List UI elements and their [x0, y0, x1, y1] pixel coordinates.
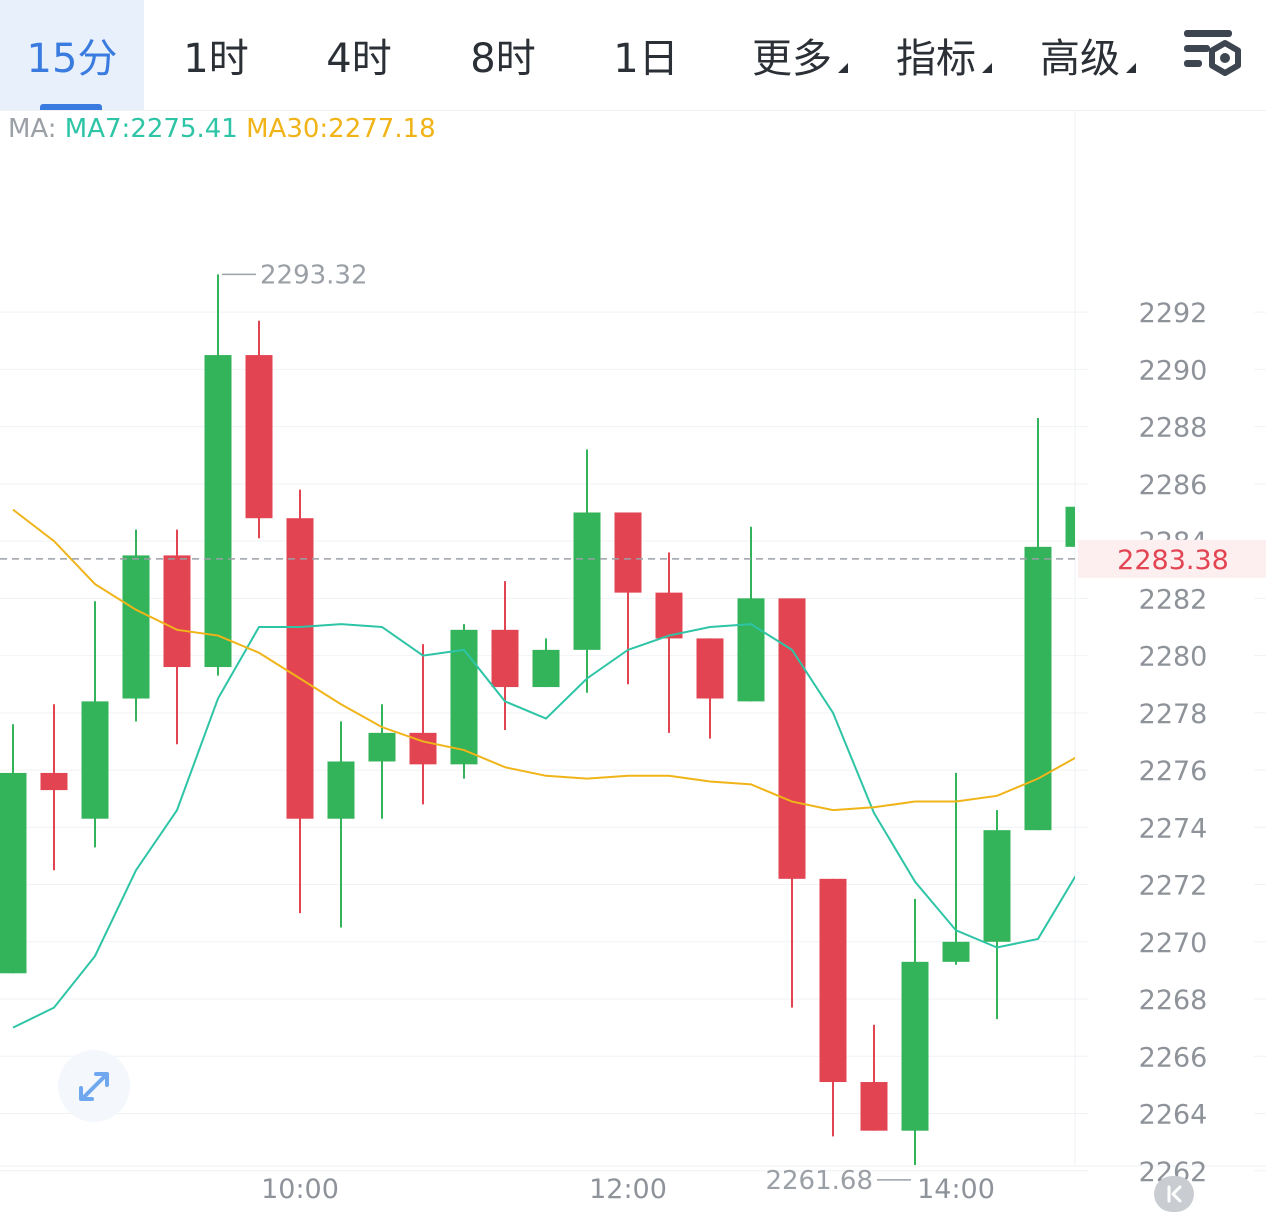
chart-settings-button[interactable]	[1176, 22, 1246, 88]
candle-down	[245, 355, 273, 519]
candle-down	[696, 638, 724, 699]
y-tick-label: 2274	[1139, 813, 1208, 844]
y-tick-label: 2282	[1139, 584, 1208, 615]
candle-up	[1065, 506, 1075, 547]
tab-advanced-dropdown[interactable]: 高级	[1016, 0, 1160, 110]
tab-label: 8时	[470, 36, 536, 82]
candle-down	[860, 1082, 888, 1131]
candle-down	[819, 878, 847, 1083]
candlestick-chart[interactable]: 2292229022882286228422822280227822762274…	[0, 110, 1266, 1212]
chart-settings-icon	[1184, 30, 1241, 76]
candle-up	[532, 649, 560, 688]
current-price-badge	[1078, 539, 1266, 578]
y-tick-label: 2286	[1139, 470, 1208, 501]
candle-up	[942, 941, 970, 962]
candle-up	[122, 555, 150, 699]
x-tick-label: 14:00	[917, 1174, 995, 1205]
y-tick-label: 2266	[1139, 1042, 1208, 1073]
candle-down	[163, 555, 191, 668]
tab-4hour[interactable]: 4时	[287, 0, 431, 110]
tab-label: 15分	[26, 36, 118, 82]
y-tick-label: 2280	[1139, 642, 1208, 673]
tab-label: 4时	[326, 36, 392, 82]
ma30-value: MA30:2277.18	[246, 114, 436, 144]
tab-more-dropdown[interactable]: 更多	[728, 0, 872, 110]
candle-up	[737, 598, 765, 702]
interval-toolbar: 15分 1时 4时 8时 1日 更多 指标 高级	[0, 0, 1266, 111]
tab-label: 指标	[896, 36, 976, 82]
y-tick-label: 2272	[1139, 871, 1208, 902]
moving-average-legend: MA: MA7:2275.41 MA30:2277.18	[8, 114, 436, 144]
ma30-line	[12, 508, 1075, 812]
x-tick-label: 10:00	[261, 1174, 339, 1205]
candle-down	[655, 592, 683, 639]
tab-label: 更多	[752, 36, 832, 82]
candle-down	[778, 598, 806, 879]
dropdown-triangle-icon	[1126, 63, 1136, 73]
candle-up	[204, 355, 232, 668]
y-tick-label: 2276	[1139, 756, 1208, 787]
tab-8hour[interactable]: 8时	[431, 0, 575, 110]
tab-label: 1日	[613, 36, 679, 82]
tab-15min[interactable]: 15分	[0, 0, 144, 110]
candle-up	[368, 732, 396, 762]
y-tick-label: 2264	[1139, 1100, 1208, 1131]
current-price-label: 2283.38	[1117, 545, 1229, 576]
candle-up	[81, 701, 109, 819]
scroll-to-latest-button[interactable]	[1154, 1176, 1194, 1212]
candles-group	[0, 274, 1075, 1165]
candle-down	[40, 772, 68, 791]
candle-up	[0, 772, 27, 974]
dropdown-triangle-icon	[838, 63, 848, 73]
fullscreen-button[interactable]	[58, 1050, 130, 1122]
active-tab-indicator	[40, 104, 102, 110]
high-price-label: 2293.32	[260, 260, 368, 290]
y-tick-label: 2268	[1139, 985, 1208, 1016]
tab-1day[interactable]: 1日	[574, 0, 718, 110]
ma7-line	[12, 623, 1075, 1029]
y-tick-label: 2278	[1139, 699, 1208, 730]
candle-up	[573, 512, 601, 650]
tab-label: 1时	[183, 36, 249, 82]
tab-label: 高级	[1040, 36, 1120, 82]
ma-legend-label: MA:	[8, 114, 57, 144]
candle-down	[286, 518, 314, 819]
y-tick-label: 2288	[1139, 413, 1208, 444]
expand-arrows-icon	[79, 1072, 109, 1101]
y-tick-label: 2292	[1139, 298, 1208, 329]
y-tick-label: 2290	[1139, 355, 1208, 386]
y-tick-label: 2270	[1139, 928, 1208, 959]
candle-up	[983, 830, 1011, 942]
scroll-to-latest-icon	[1167, 1185, 1182, 1203]
tab-1hour[interactable]: 1时	[144, 0, 288, 110]
x-tick-label: 12:00	[589, 1174, 667, 1205]
candle-down	[614, 512, 642, 593]
candle-up	[450, 629, 478, 765]
ma7-value: MA7:2275.41	[64, 114, 238, 144]
candle-up	[327, 761, 355, 819]
candle-up	[1024, 546, 1052, 831]
tab-indicators-dropdown[interactable]: 指标	[872, 0, 1016, 110]
candle-up	[901, 961, 929, 1131]
low-price-label: 2261.68	[765, 1166, 873, 1196]
dropdown-triangle-icon	[982, 63, 992, 73]
candle-down	[491, 629, 519, 688]
